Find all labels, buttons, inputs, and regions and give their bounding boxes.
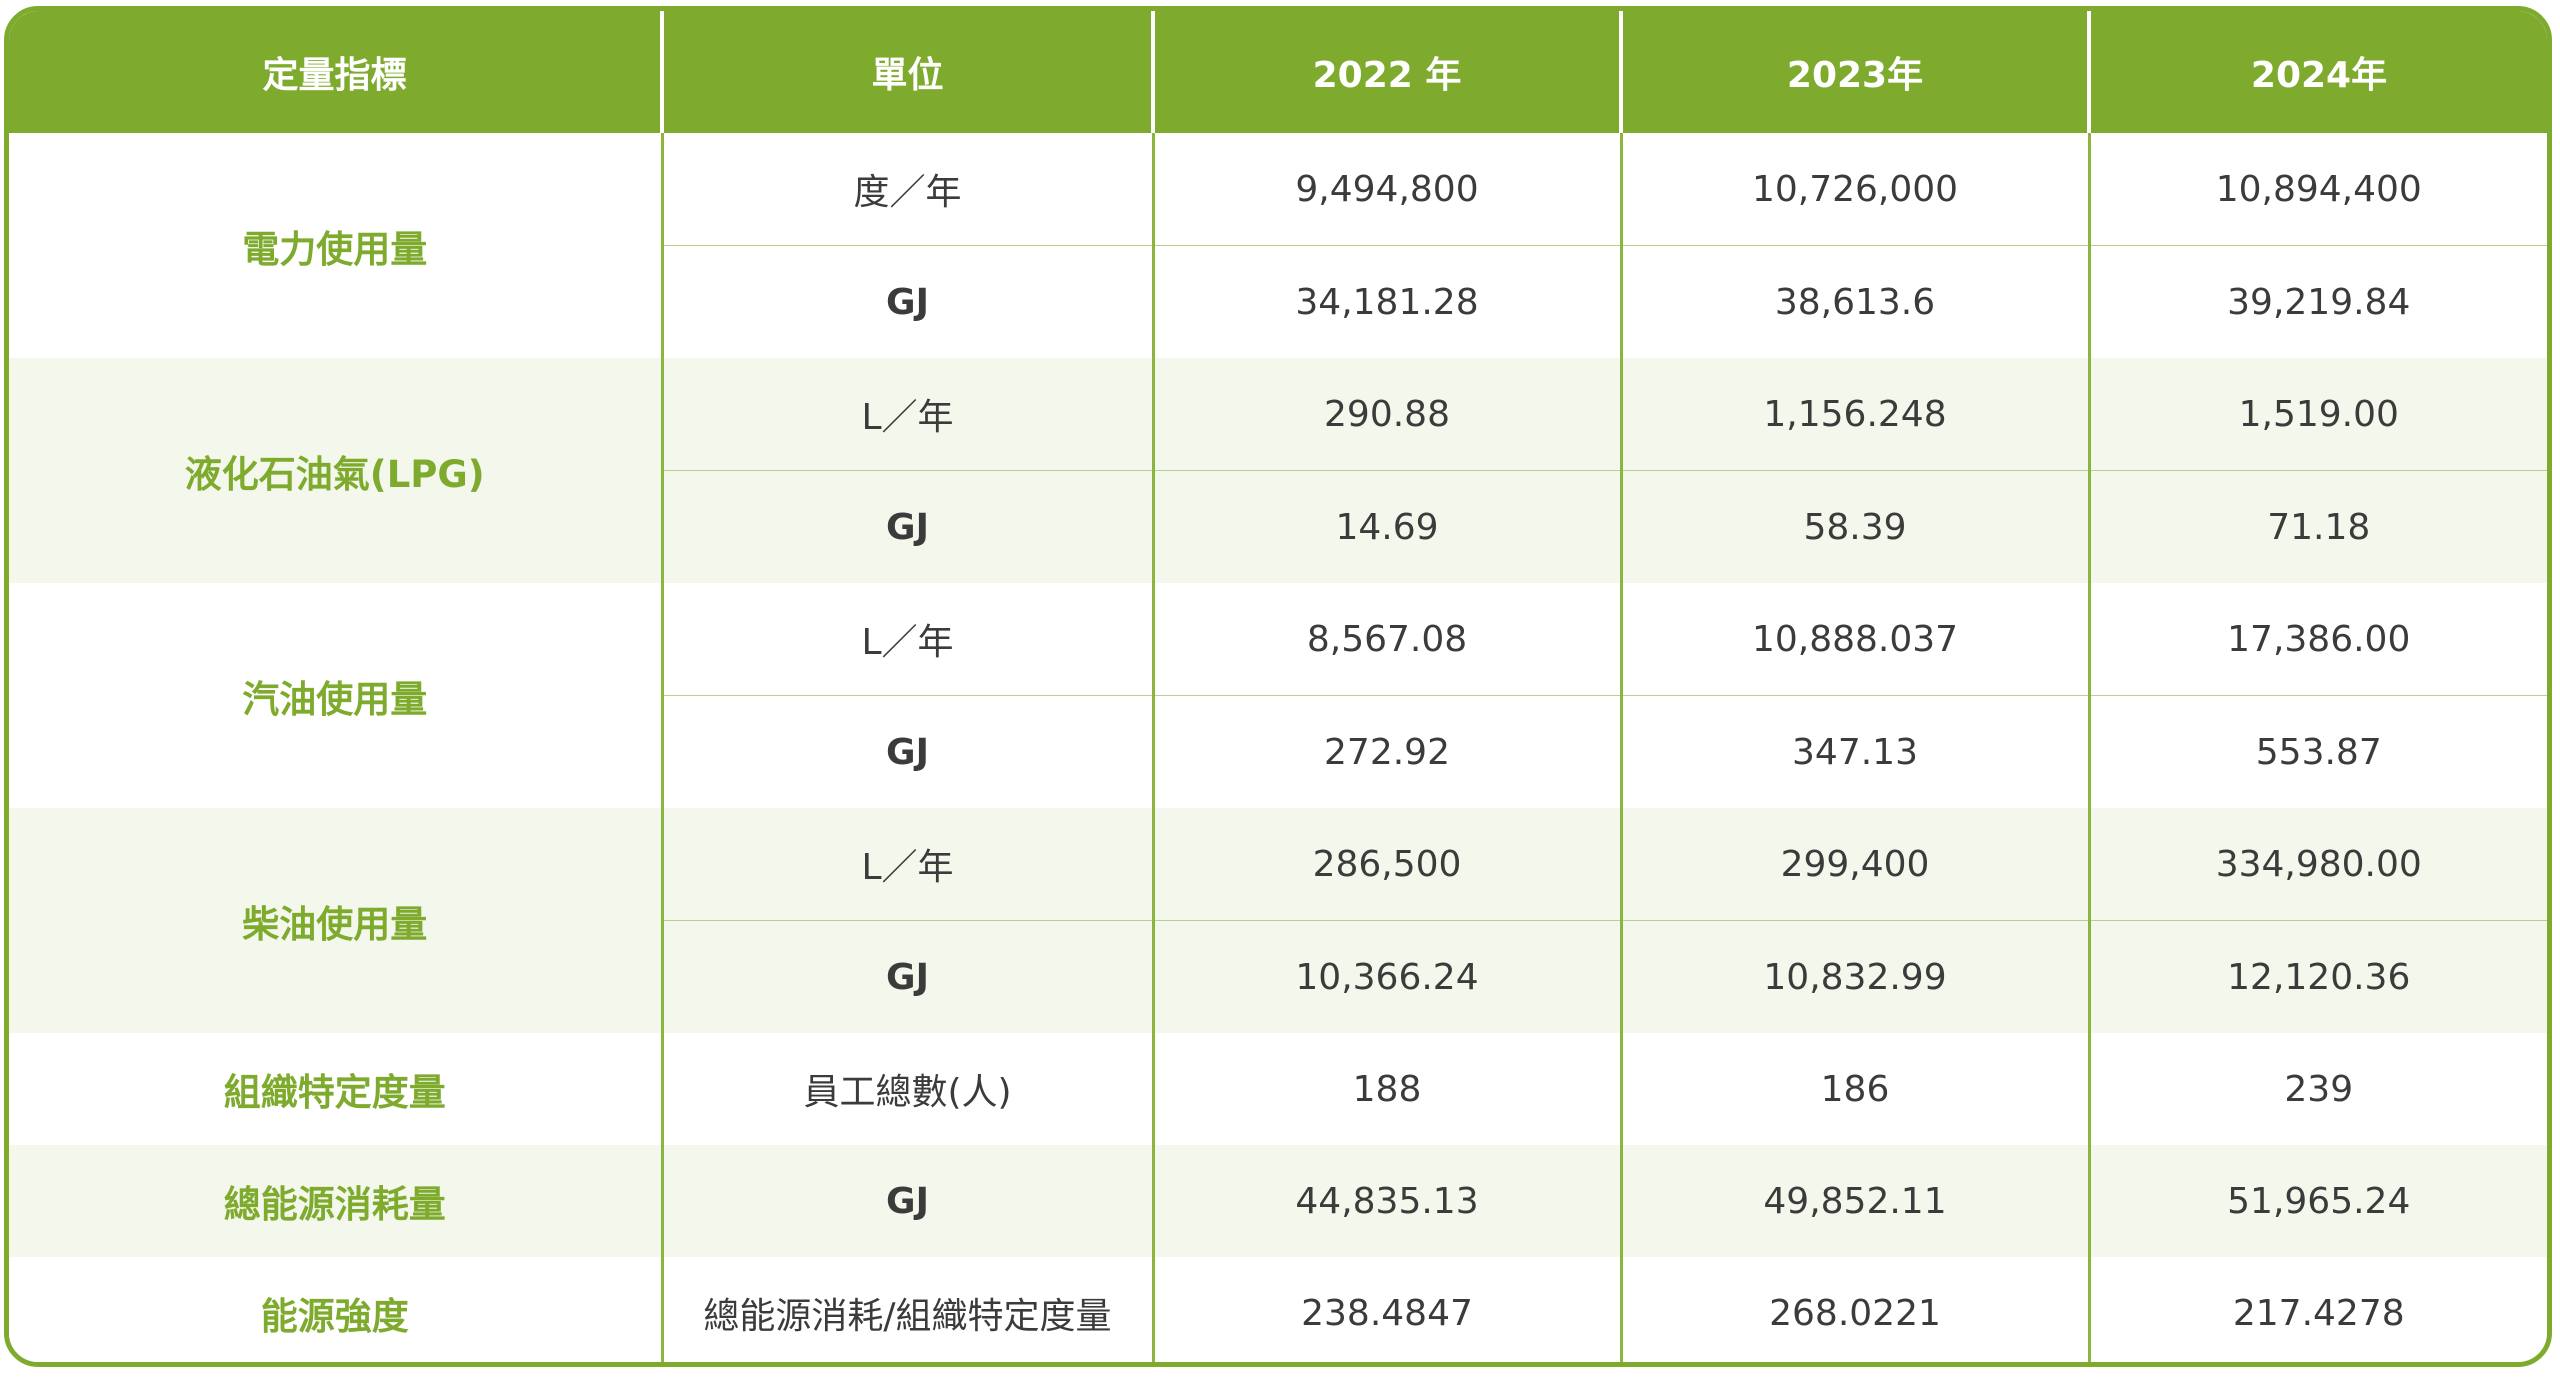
table-row: 柴油使用量 L／年 286,500 299,400 334,980.00 [9,808,2547,1033]
unit-cell: 度／年 [660,133,1153,246]
value-2022: 188 [1151,1033,1621,1145]
value-2024: 553.87 [2087,695,2547,808]
indicator-electricity: 電力使用量 [9,133,662,358]
value-2023: 10,726,000 [1619,133,2089,246]
value-2022: 8,567.08 [1151,583,1621,696]
table-row: 總能源消耗量 GJ 44,835.13 49,852.11 51,965.24 [9,1145,2547,1257]
indicator-org-metric: 組織特定度量 [9,1033,662,1145]
table-body: 電力使用量 度／年 9,494,800 10,726,000 10,894,40… [9,133,2547,1362]
table-row: 電力使用量 度／年 9,494,800 10,726,000 10,894,40… [9,133,2547,358]
table-row: GJ 34,181.28 38,613.6 39,219.84 [9,245,2547,358]
value-2022: 272.92 [1151,695,1621,808]
unit-cell: GJ [660,470,1153,583]
value-2023: 186 [1619,1033,2089,1145]
value-2024: 217.4278 [2087,1257,2547,1362]
value-2022: 44,835.13 [1151,1145,1621,1257]
value-2023: 58.39 [1619,470,2089,583]
table-row: 汽油使用量 L／年 8,567.08 10,888.037 17,386.00 [9,583,2547,808]
value-2024: 239 [2087,1033,2547,1145]
value-2022: 34,181.28 [1151,245,1621,358]
value-2023: 1,156.248 [1619,358,2089,471]
header-year-2024: 2024年 [2087,11,2547,133]
unit-cell: 員工總數(人) [660,1033,1153,1145]
value-2024: 17,386.00 [2087,583,2547,696]
value-2022: 286,500 [1151,808,1621,921]
indicator-diesel: 柴油使用量 [9,808,662,1033]
table-row: GJ 272.92 347.13 553.87 [9,695,2547,808]
value-2022: 290.88 [1151,358,1621,471]
unit-cell: L／年 [660,583,1153,696]
value-2022: 14.69 [1151,470,1621,583]
value-2024: 1,519.00 [2087,358,2547,471]
value-2023: 49,852.11 [1619,1145,2089,1257]
header-year-2023: 2023年 [1619,11,2089,133]
value-2023: 10,832.99 [1619,920,2089,1033]
value-2022: 10,366.24 [1151,920,1621,1033]
energy-table: 定量指標 單位 2022 年 2023年 2024年 電力使用量 度／年 9,4… [9,11,2547,1362]
unit-cell: 總能源消耗/組織特定度量 [660,1257,1153,1362]
header-year-2022: 2022 年 [1151,11,1621,133]
unit-cell: GJ [660,245,1153,358]
value-2024: 39,219.84 [2087,245,2547,358]
value-2024: 334,980.00 [2087,808,2547,921]
value-2023: 347.13 [1619,695,2089,808]
table-row: GJ 14.69 58.39 71.18 [9,470,2547,583]
header-row: 定量指標 單位 2022 年 2023年 2024年 [9,11,2547,133]
indicator-lpg: 液化石油氣(LPG) [9,358,662,583]
value-2023: 10,888.037 [1619,583,2089,696]
header-indicator: 定量指標 [9,11,662,133]
header-unit: 單位 [660,11,1153,133]
table-header: 定量指標 單位 2022 年 2023年 2024年 [9,11,2547,133]
table-row: 液化石油氣(LPG) L／年 290.88 1,156.248 1,519.00 [9,358,2547,583]
unit-cell: GJ [660,1145,1153,1257]
energy-table-frame: 定量指標 單位 2022 年 2023年 2024年 電力使用量 度／年 9,4… [4,6,2552,1367]
value-2022: 9,494,800 [1151,133,1621,246]
table-row: 組織特定度量 員工總數(人) 188 186 239 [9,1033,2547,1145]
table-row: GJ 10,366.24 10,832.99 12,120.36 [9,920,2547,1033]
unit-cell: L／年 [660,358,1153,471]
unit-cell: GJ [660,920,1153,1033]
value-2024: 71.18 [2087,470,2547,583]
unit-cell: L／年 [660,808,1153,921]
value-2024: 51,965.24 [2087,1145,2547,1257]
table-row: 能源強度 總能源消耗/組織特定度量 238.4847 268.0221 217.… [9,1257,2547,1362]
value-2023: 38,613.6 [1619,245,2089,358]
value-2024: 10,894,400 [2087,133,2547,246]
value-2024: 12,120.36 [2087,920,2547,1033]
indicator-gasoline: 汽油使用量 [9,583,662,808]
value-2022: 238.4847 [1151,1257,1621,1362]
value-2023: 268.0221 [1619,1257,2089,1362]
value-2023: 299,400 [1619,808,2089,921]
indicator-energy-intensity: 能源強度 [9,1257,662,1362]
indicator-total-energy: 總能源消耗量 [9,1145,662,1257]
unit-cell: GJ [660,695,1153,808]
